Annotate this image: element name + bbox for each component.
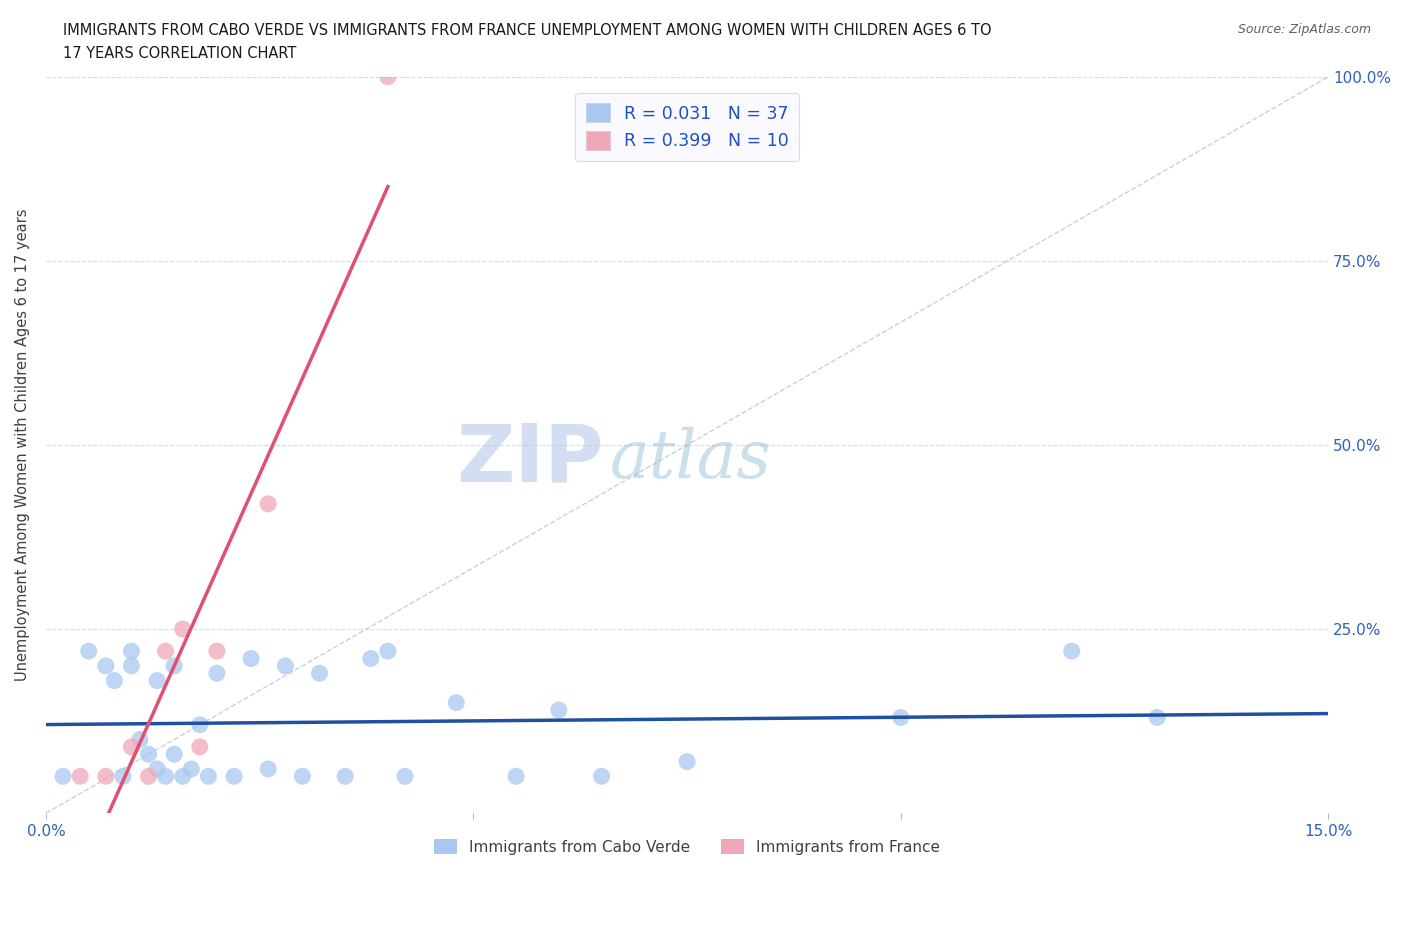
Point bbox=[172, 621, 194, 636]
Point bbox=[69, 769, 91, 784]
Point bbox=[188, 717, 211, 732]
Text: atlas: atlas bbox=[610, 427, 772, 492]
Point bbox=[155, 769, 177, 784]
Point bbox=[77, 644, 100, 658]
Point bbox=[291, 769, 314, 784]
Point bbox=[676, 754, 699, 769]
Point bbox=[138, 769, 160, 784]
Legend: Immigrants from Cabo Verde, Immigrants from France: Immigrants from Cabo Verde, Immigrants f… bbox=[427, 832, 946, 861]
Point bbox=[257, 497, 280, 512]
Text: IMMIGRANTS FROM CABO VERDE VS IMMIGRANTS FROM FRANCE UNEMPLOYMENT AMONG WOMEN WI: IMMIGRANTS FROM CABO VERDE VS IMMIGRANTS… bbox=[63, 23, 991, 38]
Point bbox=[155, 644, 177, 658]
Point bbox=[163, 747, 186, 762]
Point bbox=[197, 769, 219, 784]
Point bbox=[360, 651, 382, 666]
Point bbox=[94, 769, 117, 784]
Point bbox=[138, 747, 160, 762]
Point bbox=[120, 739, 142, 754]
Point bbox=[103, 673, 125, 688]
Point bbox=[257, 762, 280, 777]
Point bbox=[129, 732, 152, 747]
Point bbox=[377, 70, 399, 85]
Point bbox=[890, 710, 912, 724]
Point bbox=[120, 644, 142, 658]
Point bbox=[377, 644, 399, 658]
Point bbox=[591, 769, 613, 784]
Point bbox=[120, 658, 142, 673]
Point bbox=[146, 673, 169, 688]
Point bbox=[111, 769, 134, 784]
Point bbox=[274, 658, 297, 673]
Point bbox=[505, 769, 527, 784]
Point bbox=[1146, 710, 1168, 724]
Point bbox=[333, 769, 356, 784]
Point bbox=[172, 769, 194, 784]
Point bbox=[240, 651, 263, 666]
Text: Source: ZipAtlas.com: Source: ZipAtlas.com bbox=[1237, 23, 1371, 36]
Point bbox=[394, 769, 416, 784]
Point bbox=[205, 644, 228, 658]
Point bbox=[1060, 644, 1083, 658]
Point bbox=[222, 769, 245, 784]
Point bbox=[205, 666, 228, 681]
Point bbox=[163, 658, 186, 673]
Point bbox=[146, 762, 169, 777]
Text: 17 YEARS CORRELATION CHART: 17 YEARS CORRELATION CHART bbox=[63, 46, 297, 61]
Point bbox=[308, 666, 330, 681]
Point bbox=[180, 762, 202, 777]
Point bbox=[547, 702, 569, 717]
Point bbox=[94, 658, 117, 673]
Point bbox=[52, 769, 75, 784]
Text: ZIP: ZIP bbox=[457, 420, 603, 498]
Y-axis label: Unemployment Among Women with Children Ages 6 to 17 years: Unemployment Among Women with Children A… bbox=[15, 208, 30, 681]
Point bbox=[446, 696, 468, 711]
Point bbox=[188, 739, 211, 754]
